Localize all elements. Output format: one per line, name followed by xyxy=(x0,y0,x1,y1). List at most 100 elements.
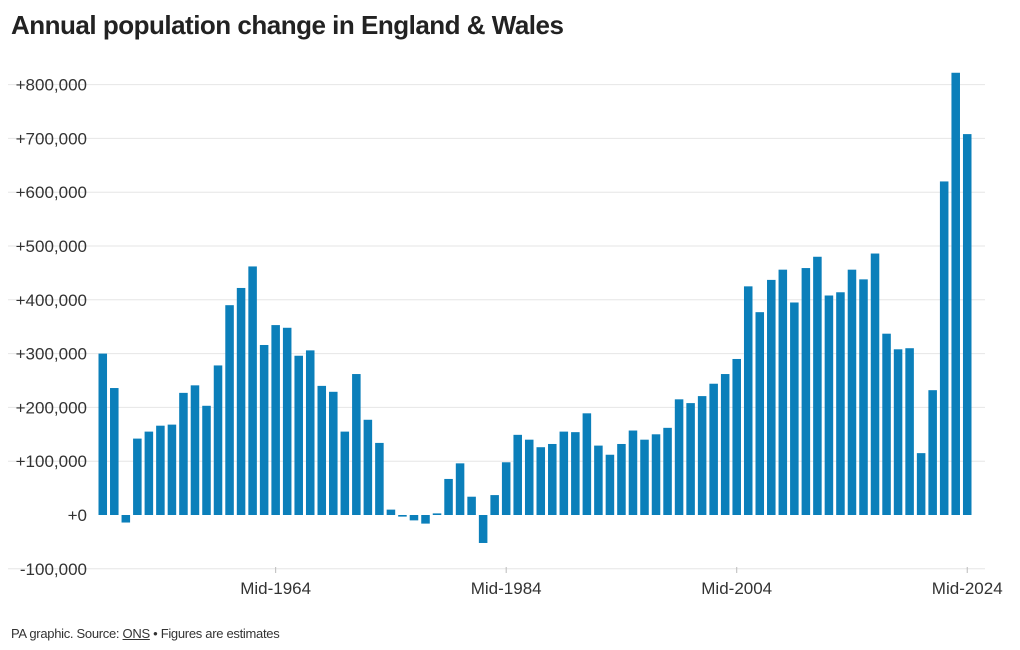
bar xyxy=(375,442,384,515)
footer-suffix: • Figures are estimates xyxy=(149,626,280,641)
bar xyxy=(363,419,373,515)
bar xyxy=(732,358,741,515)
bar xyxy=(801,268,811,515)
x-axis: Mid-1964 Mid-1984 Mid-2004 Mid-2024 xyxy=(240,567,1003,598)
bar xyxy=(444,478,453,515)
bar xyxy=(962,134,972,515)
bar xyxy=(478,515,488,543)
bar xyxy=(916,453,926,515)
bar xyxy=(559,431,569,515)
bar xyxy=(98,353,108,515)
bar xyxy=(536,447,546,515)
bar xyxy=(121,515,131,523)
bar xyxy=(824,295,834,515)
bar xyxy=(190,385,200,515)
bar xyxy=(951,72,960,515)
bar xyxy=(386,509,396,515)
bar xyxy=(305,350,315,515)
y-axis-tick-labels: -100,000 +0 +100,000 +200,000 +300,000 +400,0… xyxy=(16,76,87,579)
bar xyxy=(571,432,580,515)
y-tick-label: +800,000 xyxy=(16,76,87,95)
bar xyxy=(928,390,937,515)
y-tick-label: +500,000 xyxy=(16,237,87,256)
bar xyxy=(524,439,534,515)
bar xyxy=(225,305,234,515)
bar xyxy=(329,391,338,515)
bar xyxy=(432,513,442,515)
bar xyxy=(213,365,223,515)
bar xyxy=(467,496,476,515)
bar xyxy=(697,396,707,515)
bar xyxy=(939,181,949,515)
bar xyxy=(651,434,661,515)
bar xyxy=(455,463,465,515)
y-tick-label: +100,000 xyxy=(16,452,87,471)
bar xyxy=(167,424,177,515)
bar xyxy=(640,439,649,515)
chart-footer: PA graphic. Source: ONS • Figures are es… xyxy=(11,626,280,641)
source-link[interactable]: ONS xyxy=(122,626,151,641)
bar xyxy=(179,392,188,515)
bar xyxy=(156,425,165,515)
bar xyxy=(340,431,350,515)
bars xyxy=(98,72,972,543)
bar xyxy=(859,279,868,515)
bar xyxy=(202,405,211,515)
bar xyxy=(352,374,361,515)
bar xyxy=(248,266,257,515)
bar xyxy=(594,445,603,515)
gridlines xyxy=(8,84,985,570)
bar xyxy=(259,344,269,515)
bar xyxy=(674,399,684,515)
bar xyxy=(236,287,246,515)
bar xyxy=(617,443,626,515)
bar xyxy=(582,413,592,515)
bar xyxy=(605,454,615,515)
bar xyxy=(294,355,303,515)
y-tick-label: +700,000 xyxy=(16,129,87,148)
y-tick-label: +600,000 xyxy=(16,183,87,202)
bar xyxy=(836,292,845,515)
bar xyxy=(628,430,638,515)
bar xyxy=(282,327,292,515)
bar xyxy=(847,269,857,515)
bar xyxy=(490,495,499,515)
x-tick-label: Mid-2024 xyxy=(932,579,1003,598)
bar xyxy=(144,431,154,515)
bar xyxy=(398,515,407,517)
bar xyxy=(813,256,822,515)
x-tick-label: Mid-1964 xyxy=(240,579,311,598)
bar xyxy=(548,443,557,515)
footer-prefix: PA graphic. Source: xyxy=(11,626,123,641)
chart-title: Annual population change in England & Wa… xyxy=(11,10,564,40)
bar xyxy=(663,427,672,515)
bar xyxy=(767,279,776,515)
bar xyxy=(870,253,880,515)
bar xyxy=(893,349,903,515)
bar xyxy=(133,438,142,515)
bar xyxy=(513,434,522,515)
y-tick-label: +0 xyxy=(68,506,87,525)
bar xyxy=(271,325,280,515)
bar xyxy=(110,388,119,515)
y-tick-label: -100,000 xyxy=(20,560,87,579)
bar xyxy=(778,269,788,515)
bar xyxy=(421,515,430,524)
bar xyxy=(409,515,419,521)
bar xyxy=(755,312,765,515)
bar xyxy=(790,302,799,515)
y-tick-label: +200,000 xyxy=(16,398,87,417)
y-tick-label: +300,000 xyxy=(16,345,87,364)
bar xyxy=(317,385,327,515)
bar xyxy=(905,348,914,515)
y-tick-label: +400,000 xyxy=(16,291,87,310)
x-tick-label: Mid-2004 xyxy=(701,579,772,598)
x-tick-label: Mid-1984 xyxy=(471,579,542,598)
bar xyxy=(882,333,891,515)
bar xyxy=(743,286,753,515)
bar xyxy=(686,403,695,515)
bar xyxy=(709,383,718,515)
bar xyxy=(501,462,511,515)
bar xyxy=(720,374,730,515)
